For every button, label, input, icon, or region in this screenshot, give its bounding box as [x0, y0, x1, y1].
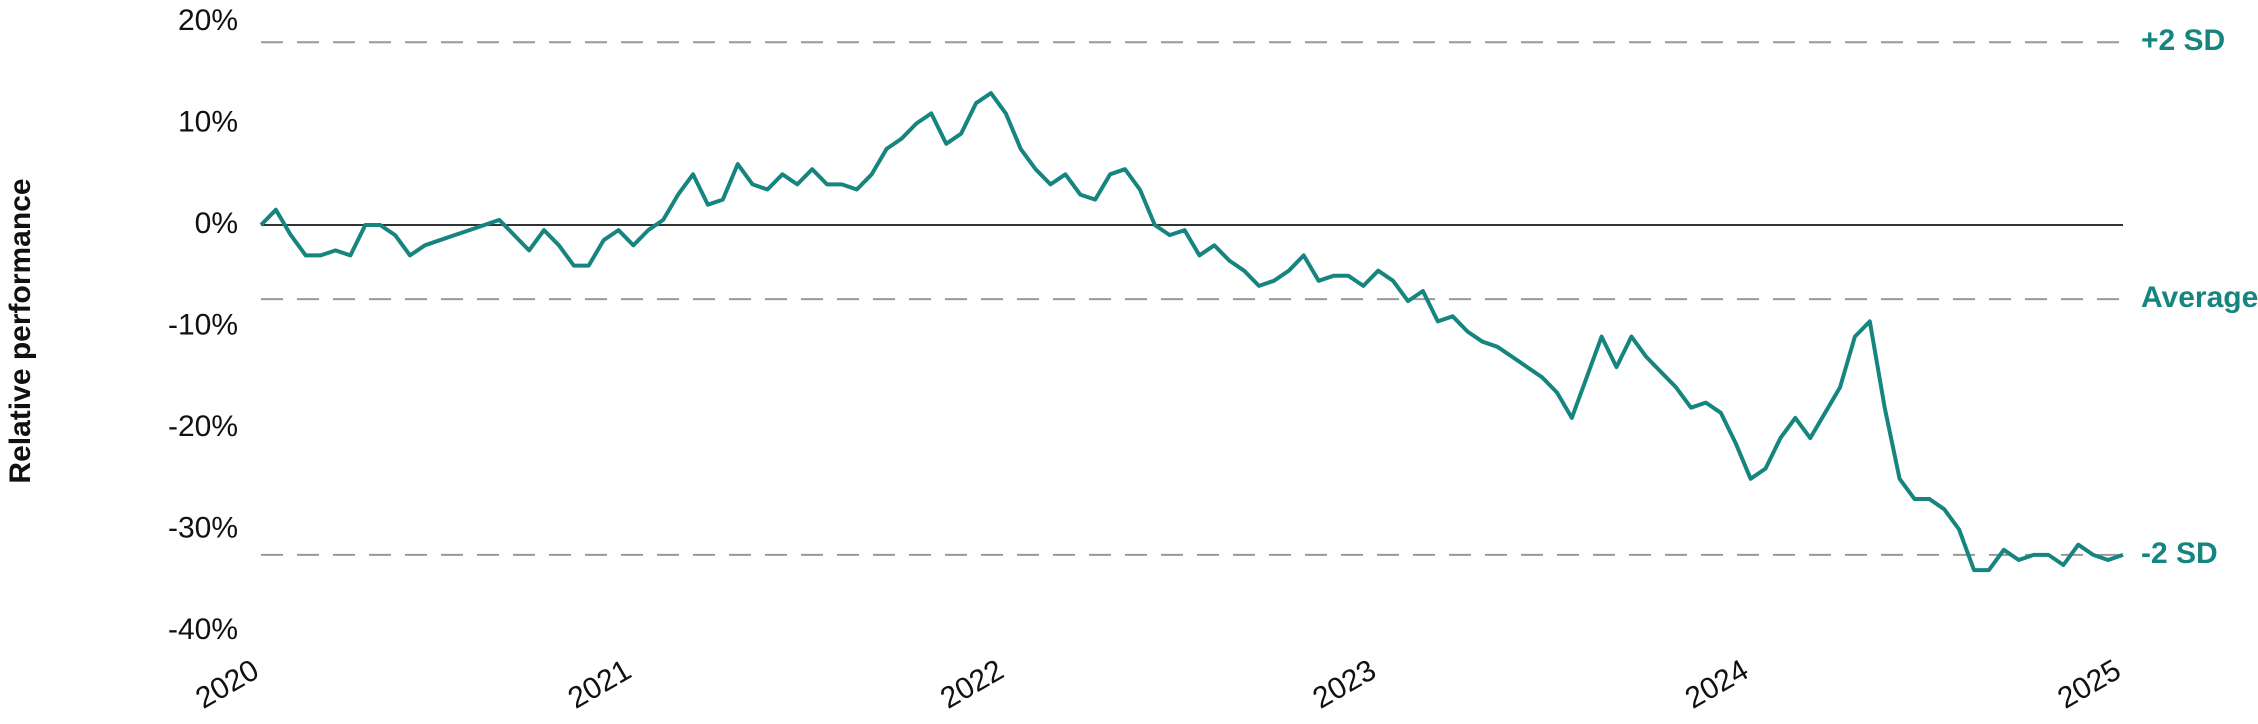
y-tick-label: 20%	[178, 4, 238, 37]
x-tick-label: 2021	[563, 653, 637, 715]
x-tick-label: 2020	[190, 653, 264, 715]
y-tick-label: -40%	[168, 613, 238, 646]
x-tick-label: 2023	[1307, 653, 1381, 715]
y-tick-label: 0%	[195, 207, 238, 240]
y-axis-title: Relative performance	[4, 178, 37, 483]
x-tick-label: 2024	[1680, 653, 1754, 715]
y-tick-label: 10%	[178, 105, 238, 138]
reference-label: Average	[2141, 281, 2258, 314]
x-tick-label: 2025	[2052, 653, 2126, 715]
reference-label: +2 SD	[2141, 24, 2225, 57]
y-tick-label: -30%	[168, 511, 238, 544]
series-line	[259, 91, 2124, 573]
reference-label: -2 SD	[2141, 537, 2218, 570]
y-tick-label: -10%	[168, 308, 238, 341]
y-tick-label: -20%	[168, 410, 238, 443]
x-tick-label: 2022	[935, 653, 1009, 715]
